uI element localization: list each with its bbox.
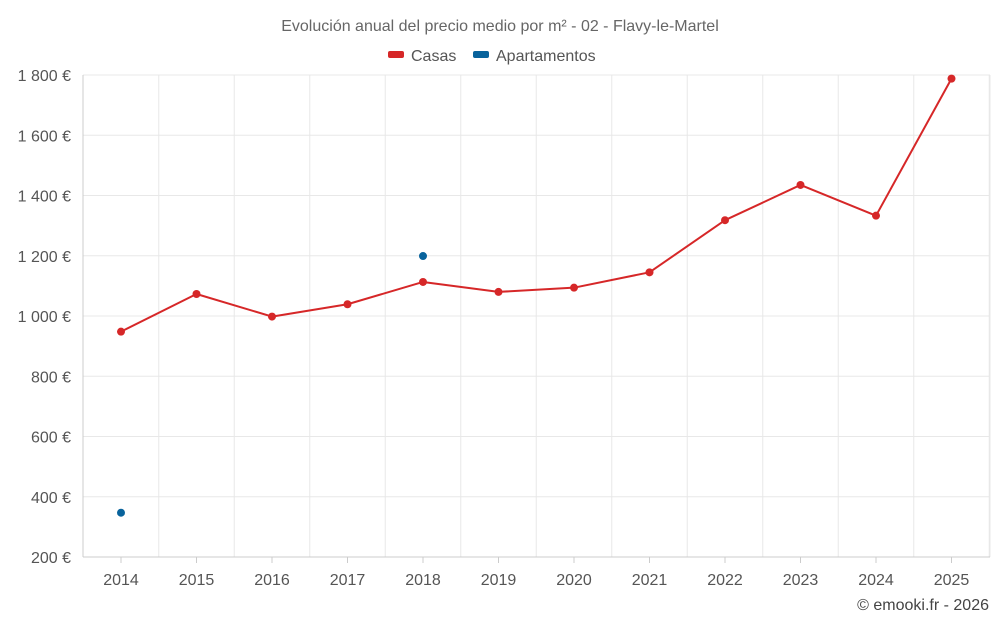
data-point-apartamentos-2014[interactable] xyxy=(117,508,125,517)
legend-label-apartamentos: Apartamentos xyxy=(496,48,596,65)
x-tick-label: 2023 xyxy=(783,572,819,589)
data-point-casas-2014[interactable] xyxy=(117,327,125,336)
data-point-casas-2020[interactable] xyxy=(570,283,578,292)
series-apartamentos xyxy=(117,252,427,517)
y-tick-label: 1 400 € xyxy=(18,189,71,206)
x-tick-label: 2014 xyxy=(103,572,139,589)
x-tick-label: 2022 xyxy=(707,572,743,589)
data-point-casas-2017[interactable] xyxy=(343,300,352,309)
data-point-casas-2023[interactable] xyxy=(796,180,805,189)
x-tick-label: 2019 xyxy=(481,572,517,589)
grid xyxy=(83,74,991,557)
legend-swatch-casas xyxy=(388,51,404,58)
x-tick-label: 2021 xyxy=(632,572,668,589)
y-tick-label: 400 € xyxy=(31,490,71,507)
x-tick-label: 2017 xyxy=(330,572,366,589)
data-point-casas-2018[interactable] xyxy=(419,277,427,286)
x-tick-label: 2020 xyxy=(556,572,592,589)
axes: 200 € 400 € 600 € 800 € 1 000 € 1 200 € 1 400 … xyxy=(18,68,990,589)
credit-text: © emooki.fr - 2026 xyxy=(857,597,989,614)
x-tick-label: 2018 xyxy=(405,572,441,589)
data-point-casas-2016[interactable] xyxy=(268,312,276,321)
y-tick-label: 1 200 € xyxy=(18,249,71,266)
data-point-casas-2021[interactable] xyxy=(645,268,654,277)
x-tick-label: 2024 xyxy=(858,572,894,589)
data-point-casas-2025[interactable] xyxy=(947,74,956,83)
chart-title: Evolución anual del precio medio por m² … xyxy=(281,18,719,35)
series-line-casas xyxy=(120,78,953,333)
legend-item-casas[interactable]: Casas xyxy=(388,48,456,65)
y-tick-label: 600 € xyxy=(31,430,71,447)
legend-swatch-apartamentos xyxy=(473,51,489,58)
y-tick-label: 1 000 € xyxy=(18,309,71,326)
data-point-apartamentos-2018[interactable] xyxy=(419,252,427,261)
x-tick-label: 2016 xyxy=(254,572,290,589)
y-tick-label: 1 600 € xyxy=(18,128,71,145)
data-point-casas-2024[interactable] xyxy=(872,211,880,220)
y-tick-label: 800 € xyxy=(31,369,71,386)
y-tick-label: 200 € xyxy=(31,550,71,567)
series-casas xyxy=(117,74,956,336)
x-tick-label: 2025 xyxy=(934,572,970,589)
y-tick-label: 1 800 € xyxy=(18,68,71,85)
legend[interactable]: Casas Apartamentos xyxy=(388,48,596,65)
x-tick-label: 2015 xyxy=(179,572,215,589)
series xyxy=(117,74,956,517)
legend-item-apartamentos[interactable]: Apartamentos xyxy=(473,48,596,65)
data-point-casas-2015[interactable] xyxy=(192,290,201,299)
legend-label-casas: Casas xyxy=(411,48,456,65)
data-point-casas-2022[interactable] xyxy=(721,216,729,225)
data-point-casas-2019[interactable] xyxy=(494,287,503,296)
